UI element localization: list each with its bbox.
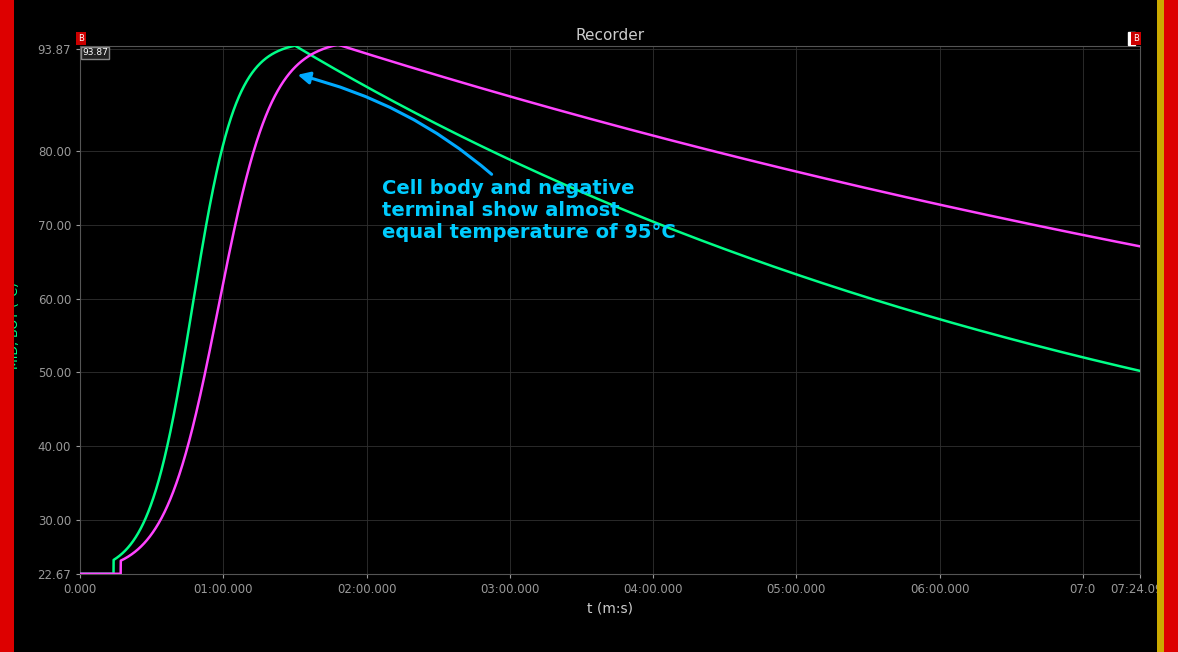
- Text: Cell body and negative
terminal show almost
equal temperature of 95°C: Cell body and negative terminal show alm…: [302, 73, 676, 242]
- Text: MID, BOT (°C): MID, BOT (°C): [7, 282, 21, 370]
- Title: Recorder: Recorder: [576, 28, 644, 43]
- Text: B: B: [78, 34, 84, 43]
- Text: 93.87: 93.87: [82, 48, 108, 57]
- X-axis label: t (m:s): t (m:s): [587, 601, 634, 615]
- Text: B: B: [1133, 34, 1139, 43]
